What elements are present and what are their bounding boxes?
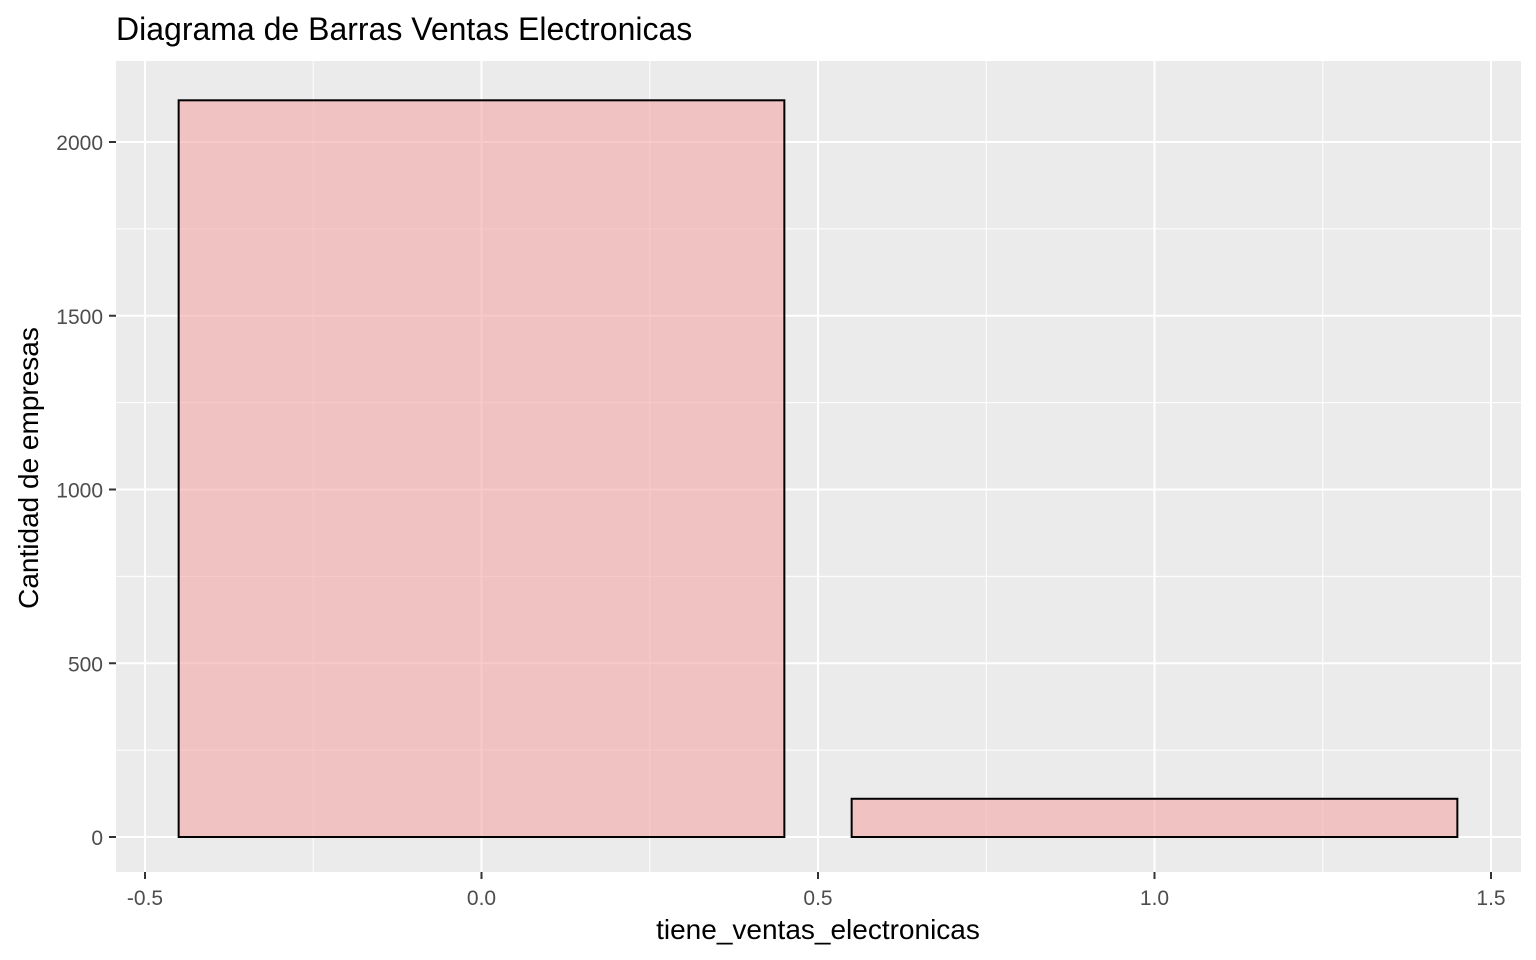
bar	[850, 797, 1459, 839]
x-tick-label: 0.5	[803, 887, 832, 910]
y-tick-label: 0	[91, 827, 103, 850]
x-tick-label: 1.5	[1476, 887, 1505, 910]
y-tick-label: 500	[68, 653, 103, 676]
x-axis-title: tiene_ventas_electronicas	[656, 914, 980, 945]
y-axis-title: Cantidad de empresas	[13, 327, 44, 609]
x-tick-label: -0.5	[127, 887, 163, 910]
x-tick-label: 0.0	[467, 887, 496, 910]
y-tick-label: 1500	[56, 306, 103, 329]
y-tick-label: 1000	[56, 480, 103, 503]
bars	[177, 99, 1459, 839]
x-axis: -0.5 0.0 0.5 1.0 1.5	[127, 872, 1506, 910]
bar	[177, 99, 786, 839]
y-tick-label: 2000	[56, 132, 103, 155]
y-axis: 0 500 1000 1500 2000	[56, 132, 116, 850]
chart-title: Diagrama de Barras Ventas Electronicas	[116, 11, 692, 47]
x-tick-label: 1.0	[1140, 887, 1169, 910]
